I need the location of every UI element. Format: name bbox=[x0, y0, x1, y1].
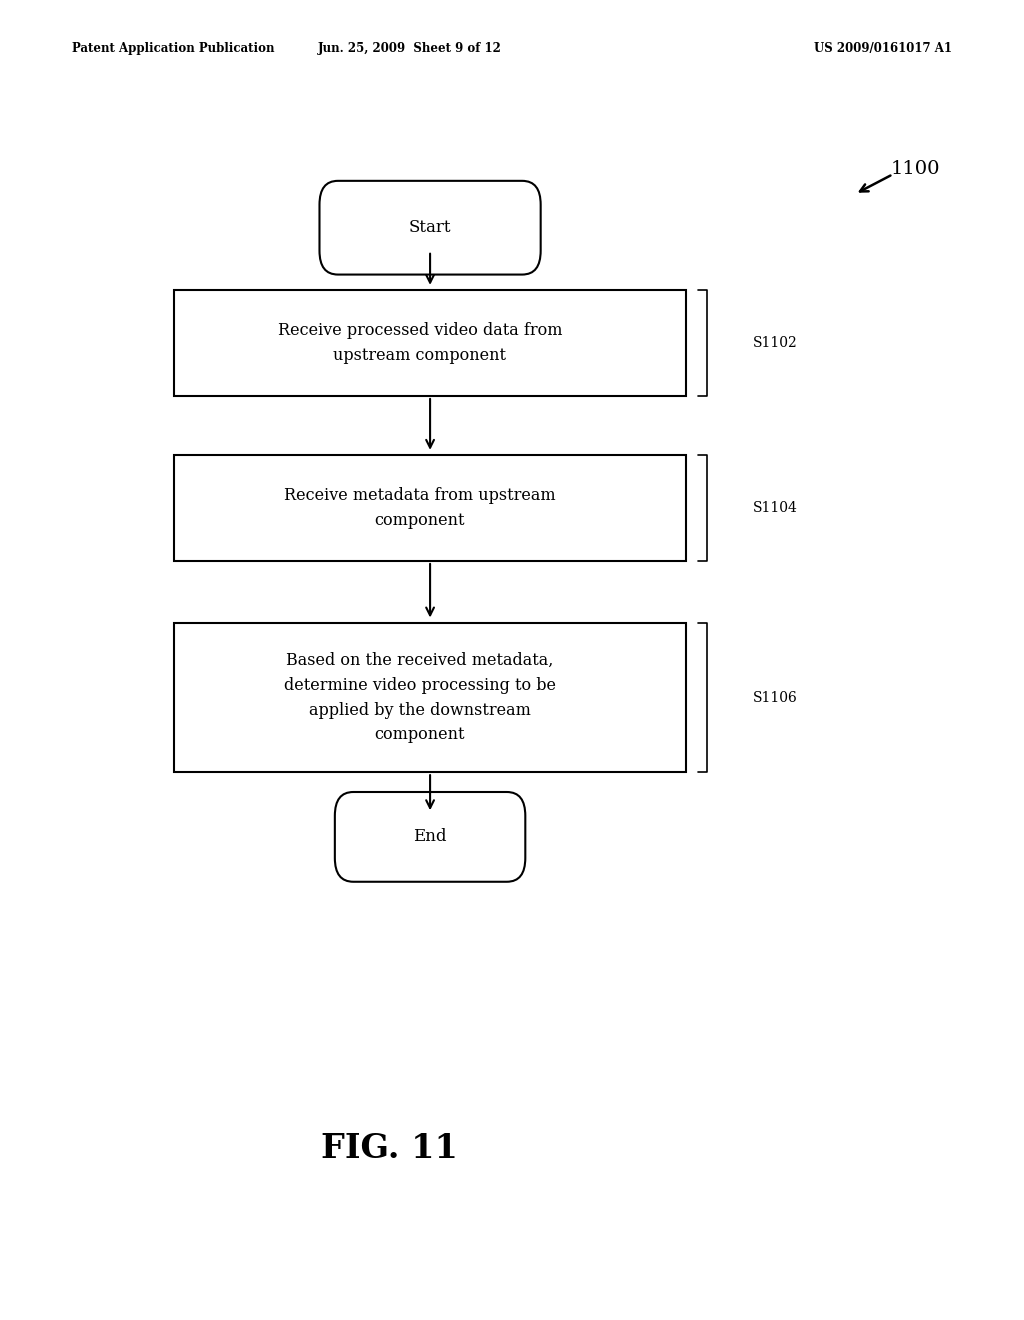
FancyBboxPatch shape bbox=[174, 623, 686, 772]
FancyBboxPatch shape bbox=[335, 792, 525, 882]
FancyBboxPatch shape bbox=[174, 290, 686, 396]
FancyBboxPatch shape bbox=[319, 181, 541, 275]
Text: 1100: 1100 bbox=[891, 160, 940, 178]
Text: Jun. 25, 2009  Sheet 9 of 12: Jun. 25, 2009 Sheet 9 of 12 bbox=[317, 42, 502, 55]
Text: End: End bbox=[414, 829, 446, 845]
Text: S1102: S1102 bbox=[753, 337, 798, 350]
Text: Start: Start bbox=[409, 219, 452, 236]
Text: Patent Application Publication: Patent Application Publication bbox=[72, 42, 274, 55]
Text: US 2009/0161017 A1: US 2009/0161017 A1 bbox=[814, 42, 952, 55]
Text: Based on the received metadata,
determine video processing to be
applied by the : Based on the received metadata, determin… bbox=[284, 652, 556, 743]
Text: FIG. 11: FIG. 11 bbox=[321, 1133, 458, 1166]
Text: Receive metadata from upstream
component: Receive metadata from upstream component bbox=[284, 487, 556, 529]
Text: S1106: S1106 bbox=[753, 690, 798, 705]
Text: S1104: S1104 bbox=[753, 502, 798, 515]
Text: Receive processed video data from
upstream component: Receive processed video data from upstre… bbox=[278, 322, 562, 364]
FancyBboxPatch shape bbox=[174, 455, 686, 561]
